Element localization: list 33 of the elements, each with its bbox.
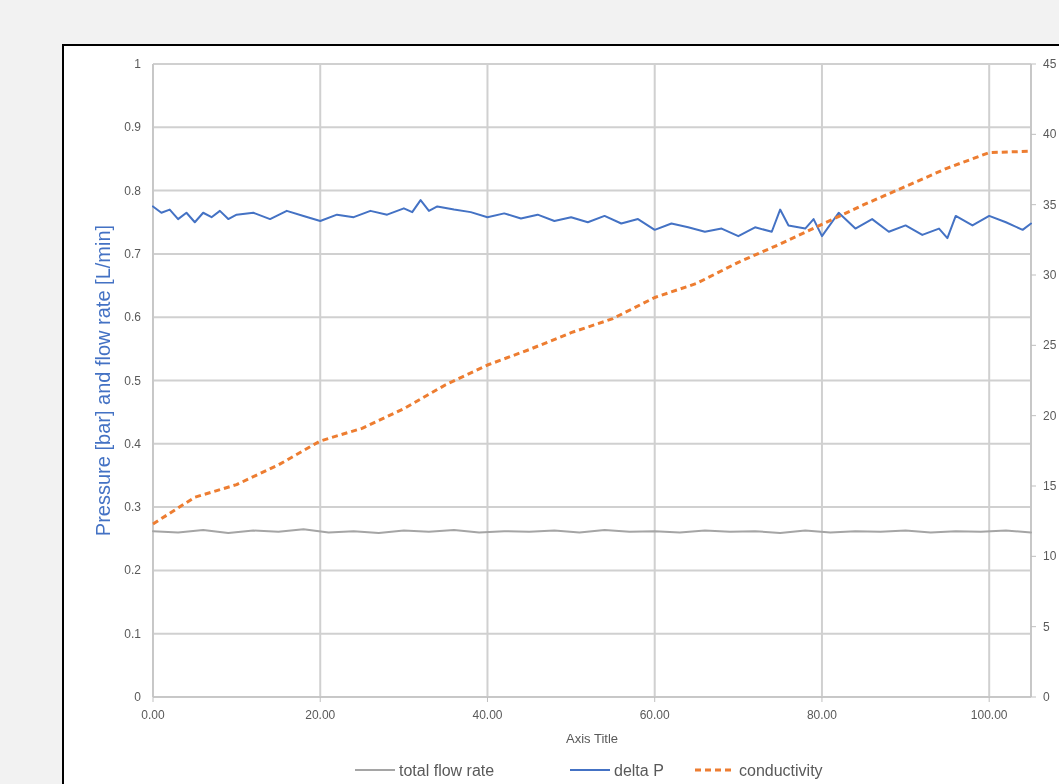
y2-tick-label: 10	[1043, 549, 1057, 564]
x-tick-label: 0.00	[141, 708, 165, 722]
line-series	[152, 199, 1032, 240]
x-tick-label: 60.00	[639, 708, 671, 722]
y-tick-label: 0.9	[124, 120, 142, 135]
legend-label: conductivity	[739, 762, 823, 779]
x-tick-label: 40.00	[472, 708, 503, 722]
x-tick-label: 20.00	[305, 708, 336, 722]
y-tick-label: 0.7	[124, 246, 142, 261]
x-axis-title: Axis Title	[565, 731, 619, 746]
legend-label: delta P	[614, 762, 664, 779]
y2-tick-label: 45	[1043, 57, 1057, 71]
x-tick-label: 80.00	[806, 708, 838, 722]
y-tick-label: 0.6	[124, 310, 142, 325]
y2-tick-label: 15	[1043, 479, 1057, 493]
y2-tick-label: 30	[1043, 268, 1057, 282]
y-tick-label: 1	[134, 57, 142, 71]
y2-tick-label: 40	[1043, 127, 1057, 142]
y-axis-title: Pressure [bar] and flow rate [L/min]	[92, 224, 114, 537]
y-tick-label: 0.3	[124, 500, 142, 515]
x-tick-label: 100.00	[970, 708, 1008, 722]
y-tick-label: 0.5	[124, 373, 142, 388]
y2-tick-label: 0	[1043, 690, 1050, 704]
y2-tick-label: 5	[1043, 619, 1050, 634]
y2-tick-label: 35	[1043, 197, 1057, 212]
legend-label: total flow rate	[399, 762, 495, 779]
y-tick-label: 0.2	[124, 563, 142, 578]
y2-tick-label: 20	[1043, 408, 1057, 423]
y-tick-label: 0	[134, 690, 142, 704]
y-tick-label: 0.1	[124, 626, 142, 641]
y-tick-label: 0.4	[124, 436, 142, 451]
y-tick-label: 0.8	[124, 183, 142, 198]
y2-tick-label: 25	[1043, 338, 1057, 353]
